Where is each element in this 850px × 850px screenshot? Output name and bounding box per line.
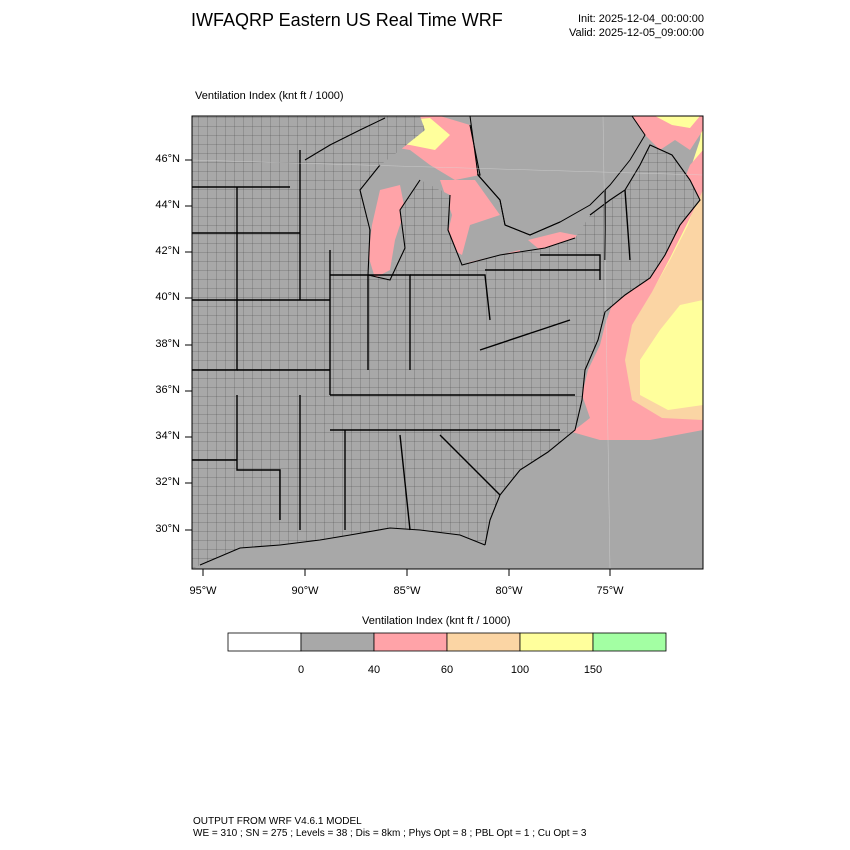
northeast-yellow-region <box>655 116 700 128</box>
coastlines <box>199 117 701 566</box>
lon-label-95: 95°W <box>189 585 217 597</box>
colorbar-bin <box>592 632 667 652</box>
model-info-line1: OUTPUT FROM WRF V4.6.1 MODEL <box>193 816 362 827</box>
lat-label-42: 42°N <box>155 245 180 257</box>
atlantic-peach-region <box>620 180 703 420</box>
state-borders <box>192 150 631 531</box>
lon-label-90: 90°W <box>291 585 319 597</box>
lat-label-32: 32°N <box>155 476 180 488</box>
colorbar-bin <box>373 632 448 652</box>
plot-label: Ventilation Index (knt ft / 1000) <box>195 90 344 102</box>
colorbar-title: Ventilation Index (knt ft / 1000) <box>362 615 511 627</box>
lon-label-80: 80°W <box>495 585 523 597</box>
colorbar-tick-label: 60 <box>440 664 454 676</box>
lat-label-46: 46°N <box>155 153 180 165</box>
colorbar-tick-label: 150 <box>583 664 603 676</box>
lon-label-85: 85°W <box>393 585 421 597</box>
lat-label-36: 36°N <box>155 384 180 396</box>
colorbar-tick-label: 100 <box>510 664 530 676</box>
graticule <box>192 116 703 569</box>
lat-label-34: 34°N <box>155 430 180 442</box>
page-title: IWFAQRP Eastern US Real Time WRF <box>191 10 503 30</box>
colorbar-bin <box>300 632 375 652</box>
lat-label-40: 40°N <box>155 291 180 303</box>
colorbar-bin <box>519 632 594 652</box>
county-grid <box>192 116 700 569</box>
lon-label-75: 75°W <box>596 585 624 597</box>
colorbar-bin <box>446 632 521 652</box>
colorbar-tick-label: 0 <box>297 664 305 676</box>
valid-time: Valid: 2025-12-05_09:00:00 <box>569 27 704 39</box>
lat-ticks <box>185 159 192 531</box>
init-time: Init: 2025-12-04_00:00:00 <box>578 13 704 25</box>
lat-label-30: 30°N <box>155 523 180 535</box>
lake-michigan-region <box>368 185 405 278</box>
colorbar-tick-label: 40 <box>367 664 381 676</box>
colorbar-bin <box>227 632 302 652</box>
map-frame <box>191 115 704 570</box>
lat-label-44: 44°N <box>155 199 180 211</box>
lon-ticks <box>202 569 611 576</box>
model-info-line2: WE = 310 ; SN = 275 ; Levels = 38 ; Dis … <box>193 828 587 839</box>
lake-huron-region <box>440 180 500 255</box>
lat-label-38: 38°N <box>155 338 180 350</box>
colorbar <box>227 632 667 652</box>
